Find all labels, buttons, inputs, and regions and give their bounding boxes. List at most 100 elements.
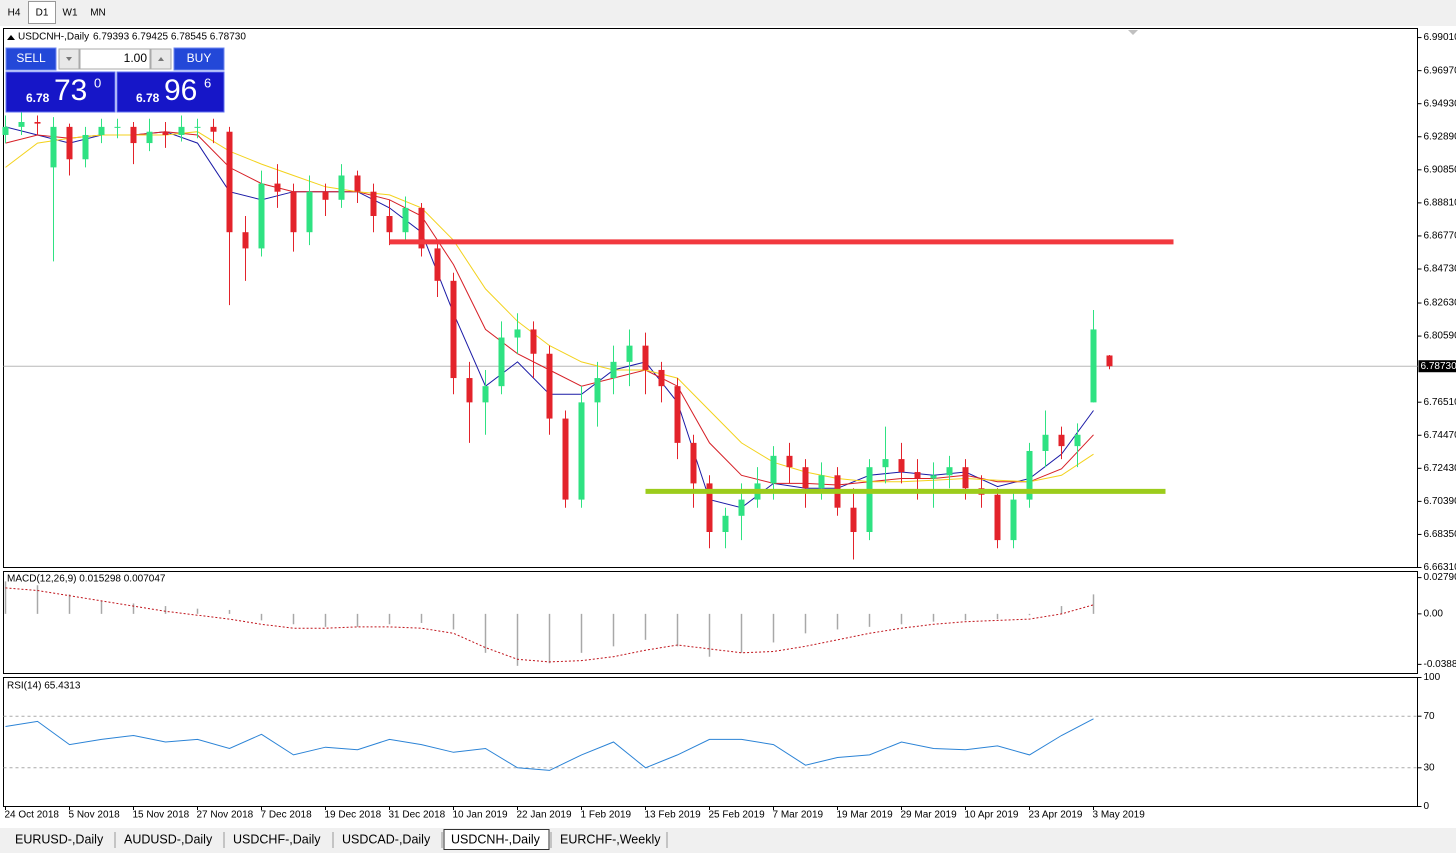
symbol-tab-label: USDCAD-,Daily xyxy=(342,832,431,846)
y-tick-label: -0.03887 xyxy=(1424,659,1456,670)
candle-body xyxy=(274,183,281,192)
candle-body xyxy=(2,126,9,135)
candle-body xyxy=(66,126,73,160)
x-tick-label: 23 Apr 2019 xyxy=(1029,810,1083,821)
symbol-tab[interactable] xyxy=(443,829,550,850)
x-tick-label: 3 May 2019 xyxy=(1093,810,1146,821)
chart-window xyxy=(0,26,1456,826)
buy-button[interactable] xyxy=(173,47,225,71)
candle-body xyxy=(82,134,89,160)
candle-body xyxy=(818,475,825,489)
candle-body xyxy=(994,494,1001,541)
symbol-tab[interactable] xyxy=(553,829,665,850)
y-tick-label: 6.82630 xyxy=(1424,298,1456,309)
candle-body xyxy=(370,191,377,216)
y-tick-label: 6.99010 xyxy=(1424,32,1456,43)
candle-body xyxy=(562,418,569,500)
buy-price[interactable] xyxy=(116,71,225,113)
y-tick-label: 6.94930 xyxy=(1424,98,1456,109)
candle-body xyxy=(194,126,201,128)
sell-button[interactable] xyxy=(5,47,57,71)
x-tick-label: 5 Nov 2018 xyxy=(69,810,121,821)
candle-body xyxy=(946,467,953,476)
candle-body xyxy=(114,126,121,128)
y-tick-label: 70 xyxy=(1424,711,1436,722)
bid-label: 6.78730 xyxy=(1421,361,1456,372)
sell-price-pips: 73 xyxy=(54,74,87,107)
candle-body xyxy=(338,175,345,200)
lot-input[interactable] xyxy=(79,48,151,70)
y-tick-label: 6.80590 xyxy=(1424,331,1456,342)
candle-body xyxy=(1058,434,1065,447)
x-tick-label: 27 Nov 2018 xyxy=(197,810,254,821)
x-tick-label: 31 Dec 2018 xyxy=(389,810,446,821)
symbol-tab[interactable] xyxy=(226,829,331,850)
candle-body xyxy=(354,175,361,192)
candle-body xyxy=(914,472,921,479)
timeframe-tab[interactable] xyxy=(28,1,56,24)
x-tick-label: 25 Feb 2019 xyxy=(709,810,766,821)
rsi-panel xyxy=(3,677,1418,807)
y-tick-label: 0.00 xyxy=(1424,608,1444,619)
y-tick-label: 6.72430 xyxy=(1424,463,1456,474)
x-tick-label: 10 Jan 2019 xyxy=(453,810,508,821)
candle-body xyxy=(242,232,249,249)
y-tick-label: 30 xyxy=(1424,762,1436,773)
y-tick-label: 6.66310 xyxy=(1424,562,1456,573)
moving-average xyxy=(5,131,1094,483)
y-tick-label: 6.96970 xyxy=(1424,65,1456,76)
sell-label: SELL xyxy=(16,51,46,65)
candle-body xyxy=(50,126,57,168)
candle-body xyxy=(290,191,297,233)
bid-label-box xyxy=(1418,360,1456,373)
symbol-tab[interactable] xyxy=(117,829,222,850)
candle-body xyxy=(258,183,265,249)
y-tick-label: 6.92890 xyxy=(1424,131,1456,142)
x-tick-label: 22 Jan 2019 xyxy=(517,810,572,821)
x-tick-label: 7 Mar 2019 xyxy=(773,810,824,821)
candle-body xyxy=(898,459,905,473)
y-tick-label: 6.84730 xyxy=(1424,264,1456,275)
candle-body xyxy=(162,131,169,135)
timeframe-tab[interactable] xyxy=(84,1,112,24)
candle-body xyxy=(1106,355,1113,367)
candle-body xyxy=(1042,434,1049,451)
y-tick-label: 6.68350 xyxy=(1424,529,1456,540)
lot-value: 1.00 xyxy=(124,51,148,65)
candle-body xyxy=(610,361,617,379)
candle-body xyxy=(498,337,505,387)
symbol-tab-label: AUDUSD-,Daily xyxy=(124,832,213,846)
symbol-tab[interactable] xyxy=(8,829,113,850)
timeframe-label: D1 xyxy=(36,8,49,19)
candle-body xyxy=(418,207,425,249)
lot-up-icon xyxy=(158,57,164,61)
candle-body xyxy=(722,515,729,533)
y-tick-label: 0 xyxy=(1424,801,1430,812)
candle-body xyxy=(450,280,457,379)
candle-body xyxy=(1090,329,1097,403)
symbol-tab-label: EURUSD-,Daily xyxy=(15,832,104,846)
symbol-tab[interactable] xyxy=(335,829,440,850)
sell-price[interactable] xyxy=(5,71,116,113)
candle-body xyxy=(482,386,489,403)
top-bar xyxy=(0,0,1456,26)
timeframe-tab[interactable] xyxy=(0,1,28,24)
rsi-line xyxy=(5,718,1094,771)
candle-body xyxy=(386,215,393,233)
candle-body xyxy=(642,345,649,370)
candle-body xyxy=(226,131,233,233)
rsi-title: RSI(14) 65.4313 xyxy=(7,681,81,692)
y-tick-label: 6.86770 xyxy=(1424,231,1456,242)
x-tick-label: 19 Dec 2018 xyxy=(325,810,382,821)
price-panel xyxy=(3,28,1418,568)
symbol-tab-label: USDCHF-,Daily xyxy=(233,832,321,846)
candle-body xyxy=(802,467,809,489)
candle-body xyxy=(738,499,745,516)
candle-body xyxy=(626,345,633,362)
timeframe-tab[interactable] xyxy=(56,1,84,24)
timeframe-label: H4 xyxy=(8,8,21,19)
trade-panel: SELL 1.00 BUY 6.78 73 0 6.78 96 6 xyxy=(5,47,225,113)
buy-price-pips: 96 xyxy=(164,74,197,107)
buy-price-frac: 6 xyxy=(204,75,211,90)
